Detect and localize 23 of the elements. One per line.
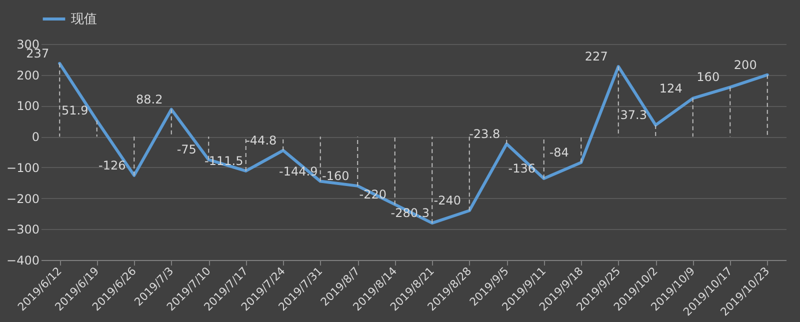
data-label: 88.2 [136,92,163,106]
data-label: 200 [734,58,757,72]
y-tick-label: −400 [6,254,40,268]
y-tick-label: −100 [6,160,40,175]
line-series [58,62,769,225]
y-tick-label: 200 [16,68,40,82]
data-label: -23.8 [469,126,500,141]
data-label: -240 [434,194,461,208]
data-label: 227 [584,50,608,64]
data-label: 124 [659,81,682,96]
y-tick-label: −200 [6,192,40,206]
data-label: 51.9 [62,104,88,118]
legend-label: 现值 [71,12,97,27]
data-label: -160 [322,168,350,183]
data-label: -126 [98,158,126,172]
data-label: -44.8 [246,133,277,148]
y-tick-label: 0 [32,130,40,144]
data-label: 37.3 [620,108,647,122]
y-tick-label: −300 [6,222,40,237]
data-label: 160 [696,70,720,84]
data-label: -84 [549,145,569,160]
y-tick-label: 100 [16,99,40,114]
data-label: -75 [176,142,196,157]
